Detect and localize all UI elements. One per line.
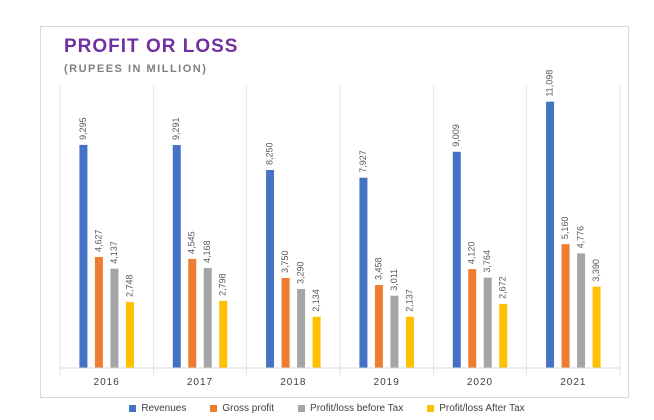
- x-tick-label: 2016: [94, 377, 120, 388]
- legend: Revenues Gross profit Profit/loss before T…: [0, 398, 654, 418]
- legend-label: Profit/loss After Tax: [439, 402, 525, 414]
- data-label: 2,798: [218, 273, 228, 296]
- data-label: 3,764: [482, 250, 492, 273]
- legend-swatch: [210, 404, 218, 412]
- bar: [405, 316, 414, 368]
- data-label: 2,748: [124, 275, 134, 298]
- bar: [203, 267, 212, 368]
- legend-item: Gross profit: [210, 403, 274, 414]
- bar: [483, 277, 492, 368]
- value-labels: 9,295 4,627 4,137 2,748 9,291 4,545 4,168 2,798…: [78, 70, 601, 312]
- x-tick-label: 2019: [374, 377, 400, 388]
- bar: [592, 286, 601, 368]
- chart-title: PROFIT OR LOSS: [64, 36, 239, 57]
- x-tick-label: 2020: [467, 377, 493, 388]
- data-label: 3,390: [591, 259, 601, 282]
- bar: [297, 289, 306, 368]
- data-label: 3,458: [373, 257, 383, 280]
- bar: [359, 177, 368, 368]
- data-label: 9,295: [78, 117, 88, 140]
- bar: [577, 253, 586, 368]
- data-label: 4,120: [467, 242, 477, 265]
- bar: [125, 302, 134, 368]
- bar: [188, 258, 197, 368]
- legend-label: Profit/loss before Tax: [310, 402, 404, 414]
- bar: [266, 170, 275, 368]
- data-label: 3,750: [280, 250, 290, 273]
- data-label: 3,290: [295, 262, 305, 285]
- legend-swatch: [129, 404, 137, 412]
- data-label: 4,627: [93, 229, 103, 252]
- bar: [499, 303, 508, 368]
- category-separators: [59, 86, 621, 376]
- bar: [374, 285, 383, 368]
- bar: [390, 295, 399, 368]
- data-label: 11,098: [544, 70, 554, 97]
- bar: [94, 256, 103, 368]
- legend-item: Profit/loss before Tax: [298, 403, 403, 414]
- legend-item: Profit/loss After Tax: [427, 402, 525, 414]
- data-label: 4,545: [187, 231, 197, 254]
- data-label: 4,776: [575, 226, 585, 249]
- x-tick-label: 2021: [560, 377, 586, 388]
- data-label: 4,168: [202, 240, 212, 263]
- bar: [110, 268, 119, 368]
- legend-label: Revenues: [141, 402, 187, 414]
- data-label: 2,672: [498, 276, 508, 299]
- data-label: 3,011: [389, 269, 399, 291]
- data-label: 9,009: [451, 124, 461, 147]
- chart-frame: [40, 26, 629, 398]
- bar: [312, 316, 321, 368]
- bar: [561, 244, 570, 368]
- legend-swatch: [427, 404, 435, 412]
- data-label: 8,250: [264, 142, 274, 165]
- chart-subtitle: (RUPEES IN MILLION): [64, 63, 208, 75]
- x-tick-label: 2017: [187, 377, 213, 388]
- data-label: 7,927: [358, 150, 368, 173]
- x-axis-ticks: 2016 2017 2018 2019 2020 2021: [94, 377, 586, 388]
- bar: [281, 278, 290, 368]
- legend-label: Gross profit: [222, 402, 275, 414]
- legend-swatch: [298, 404, 306, 412]
- data-label: 2,137: [404, 289, 414, 312]
- bar: [468, 269, 477, 368]
- legend-item: Revenues: [129, 403, 186, 414]
- data-label: 2,134: [311, 289, 321, 312]
- data-label: 4,137: [109, 241, 119, 264]
- bar: [172, 145, 181, 368]
- bar: [546, 101, 555, 368]
- bar: [79, 144, 88, 368]
- x-tick-label: 2018: [280, 377, 306, 388]
- data-label: 5,160: [560, 217, 570, 240]
- bars: [79, 101, 601, 368]
- bar: [452, 151, 461, 368]
- bar: [219, 300, 228, 368]
- data-label: 9,291: [171, 117, 181, 140]
